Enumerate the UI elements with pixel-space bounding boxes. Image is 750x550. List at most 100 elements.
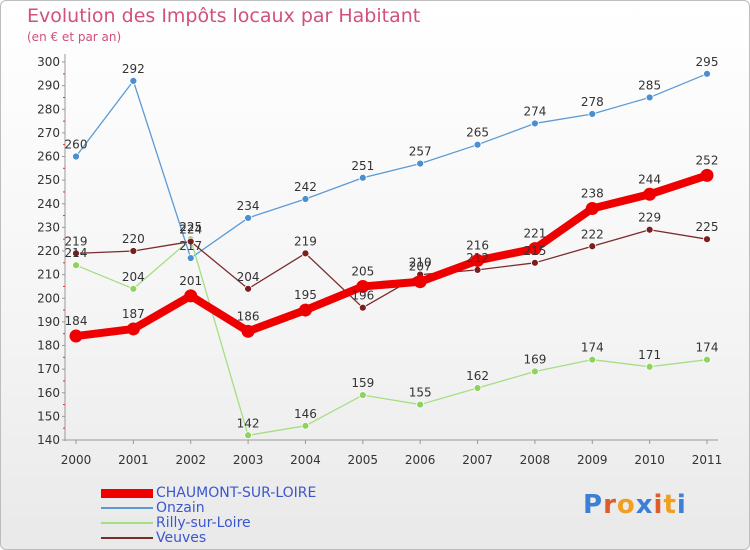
data-label-veuves: 196 bbox=[351, 289, 374, 303]
data-point-veuves bbox=[186, 237, 195, 246]
value-labels: 2602922172342422512572652742782852952142… bbox=[65, 55, 719, 430]
legend-label: Rilly-sur-Loire bbox=[156, 515, 251, 531]
data-label-rilly-sur-loire: 214 bbox=[65, 246, 88, 260]
data-point-rilly-sur-loire bbox=[588, 355, 597, 364]
data-point-chaumont-sur-loire bbox=[356, 279, 370, 293]
x-tick-label: 2009 bbox=[577, 453, 608, 467]
x-tick-label: 2007 bbox=[462, 453, 493, 467]
y-tick-label: 230 bbox=[37, 220, 60, 234]
data-point-rilly-sur-loire bbox=[358, 391, 367, 400]
data-label-chaumont-sur-loire: 184 bbox=[65, 314, 88, 328]
data-label-veuves: 219 bbox=[294, 234, 317, 248]
axes: 140 150 160 170 180 190 200 210 220 230 240 250 260 2… bbox=[37, 54, 722, 467]
data-label-onzain: 278 bbox=[581, 95, 604, 109]
data-point-chaumont-sur-loire bbox=[471, 253, 485, 267]
data-point-chaumont-sur-loire bbox=[643, 187, 657, 201]
data-point-chaumont-sur-loire bbox=[585, 201, 599, 215]
y-tick-label: 250 bbox=[37, 173, 60, 187]
y-tick-label: 190 bbox=[37, 315, 60, 329]
y-tick-label: 170 bbox=[37, 362, 60, 376]
x-tick-label: 2008 bbox=[520, 453, 551, 467]
data-label-chaumont-sur-loire: 221 bbox=[523, 227, 546, 241]
x-tick-label: 2002 bbox=[175, 453, 206, 467]
data-label-rilly-sur-loire: 204 bbox=[122, 270, 145, 284]
data-point-rilly-sur-loire bbox=[703, 355, 711, 364]
data-label-onzain: 257 bbox=[409, 145, 432, 159]
data-point-onzain bbox=[72, 152, 80, 161]
data-point-chaumont-sur-loire bbox=[69, 329, 83, 343]
data-point-onzain bbox=[244, 214, 252, 222]
legend-label: CHAUMONT-SUR-LOIRE bbox=[156, 485, 317, 501]
x-tick-label: 2006 bbox=[405, 453, 436, 467]
data-point-veuves bbox=[531, 258, 539, 267]
y-tick-label: 150 bbox=[37, 409, 60, 423]
data-point-rilly-sur-loire bbox=[72, 261, 80, 270]
data-point-chaumont-sur-loire bbox=[700, 168, 714, 182]
data-label-veuves: 215 bbox=[523, 244, 546, 258]
data-label-veuves: 219 bbox=[65, 234, 88, 248]
data-point-rilly-sur-loire bbox=[301, 421, 310, 430]
data-label-veuves: 224 bbox=[179, 223, 202, 237]
y-tick-label: 210 bbox=[37, 268, 60, 282]
data-label-chaumont-sur-loire: 195 bbox=[294, 288, 317, 302]
legend-swatch bbox=[101, 537, 153, 539]
legend-swatch bbox=[101, 488, 153, 498]
data-point-veuves bbox=[703, 235, 711, 244]
data-label-onzain: 265 bbox=[466, 126, 489, 140]
data-point-rilly-sur-loire bbox=[416, 400, 425, 409]
data-label-chaumont-sur-loire: 205 bbox=[351, 264, 374, 278]
data-point-onzain bbox=[416, 159, 425, 168]
data-label-veuves: 229 bbox=[638, 211, 661, 225]
data-point-rilly-sur-loire bbox=[531, 367, 539, 376]
data-label-chaumont-sur-loire: 207 bbox=[409, 260, 432, 274]
y-tick-label: 270 bbox=[37, 126, 60, 140]
legend-label: Onzain bbox=[156, 500, 205, 516]
y-tick-label: 220 bbox=[37, 244, 60, 258]
logo-letter: x bbox=[635, 490, 654, 520]
data-point-chaumont-sur-loire bbox=[413, 275, 427, 289]
data-point-chaumont-sur-loire bbox=[528, 242, 542, 256]
data-label-rilly-sur-loire: 159 bbox=[351, 376, 374, 390]
data-label-onzain: 242 bbox=[294, 180, 317, 194]
data-point-veuves bbox=[129, 247, 138, 255]
logo-letter: i bbox=[653, 490, 664, 520]
x-tick-label: 2004 bbox=[290, 453, 321, 467]
data-point-rilly-sur-loire bbox=[244, 431, 252, 440]
data-label-veuves: 212 bbox=[466, 251, 489, 265]
logo-letter: o bbox=[616, 490, 636, 520]
y-tick-label: 200 bbox=[37, 291, 60, 305]
data-label-rilly-sur-loire: 142 bbox=[237, 416, 260, 430]
data-label-chaumont-sur-loire: 216 bbox=[466, 238, 489, 252]
data-label-veuves: 210 bbox=[409, 256, 432, 270]
data-label-rilly-sur-loire: 155 bbox=[409, 386, 432, 400]
data-label-chaumont-sur-loire: 252 bbox=[696, 153, 719, 167]
data-label-chaumont-sur-loire: 187 bbox=[122, 307, 145, 321]
data-label-onzain: 217 bbox=[179, 239, 202, 253]
y-tick-label: 240 bbox=[37, 197, 60, 211]
series-layer bbox=[69, 69, 714, 440]
data-point-onzain bbox=[186, 254, 195, 262]
data-label-rilly-sur-loire: 169 bbox=[523, 352, 546, 366]
data-label-rilly-sur-loire: 146 bbox=[294, 407, 317, 421]
data-point-veuves bbox=[473, 265, 482, 274]
chart-title: Evolution des Impôts locaux par Habitant bbox=[27, 5, 421, 27]
y-tick-label: 300 bbox=[37, 55, 60, 69]
data-label-rilly-sur-loire: 162 bbox=[466, 369, 489, 383]
data-label-veuves: 222 bbox=[581, 227, 604, 241]
series-line-rilly-sur-loire bbox=[75, 238, 708, 436]
y-tick-label: 280 bbox=[37, 102, 60, 116]
legend-swatch bbox=[101, 522, 153, 524]
data-point-veuves bbox=[645, 225, 654, 234]
data-label-chaumont-sur-loire: 244 bbox=[638, 172, 661, 186]
logo-letter: P bbox=[583, 490, 604, 520]
data-point-onzain bbox=[531, 119, 539, 128]
data-label-onzain: 295 bbox=[696, 55, 719, 69]
data-point-onzain bbox=[473, 140, 482, 149]
y-tick-label: 180 bbox=[37, 339, 60, 353]
data-point-onzain bbox=[129, 77, 138, 85]
data-label-onzain: 285 bbox=[638, 78, 661, 92]
data-point-veuves bbox=[301, 249, 310, 258]
x-tick-label: 2003 bbox=[233, 453, 264, 467]
